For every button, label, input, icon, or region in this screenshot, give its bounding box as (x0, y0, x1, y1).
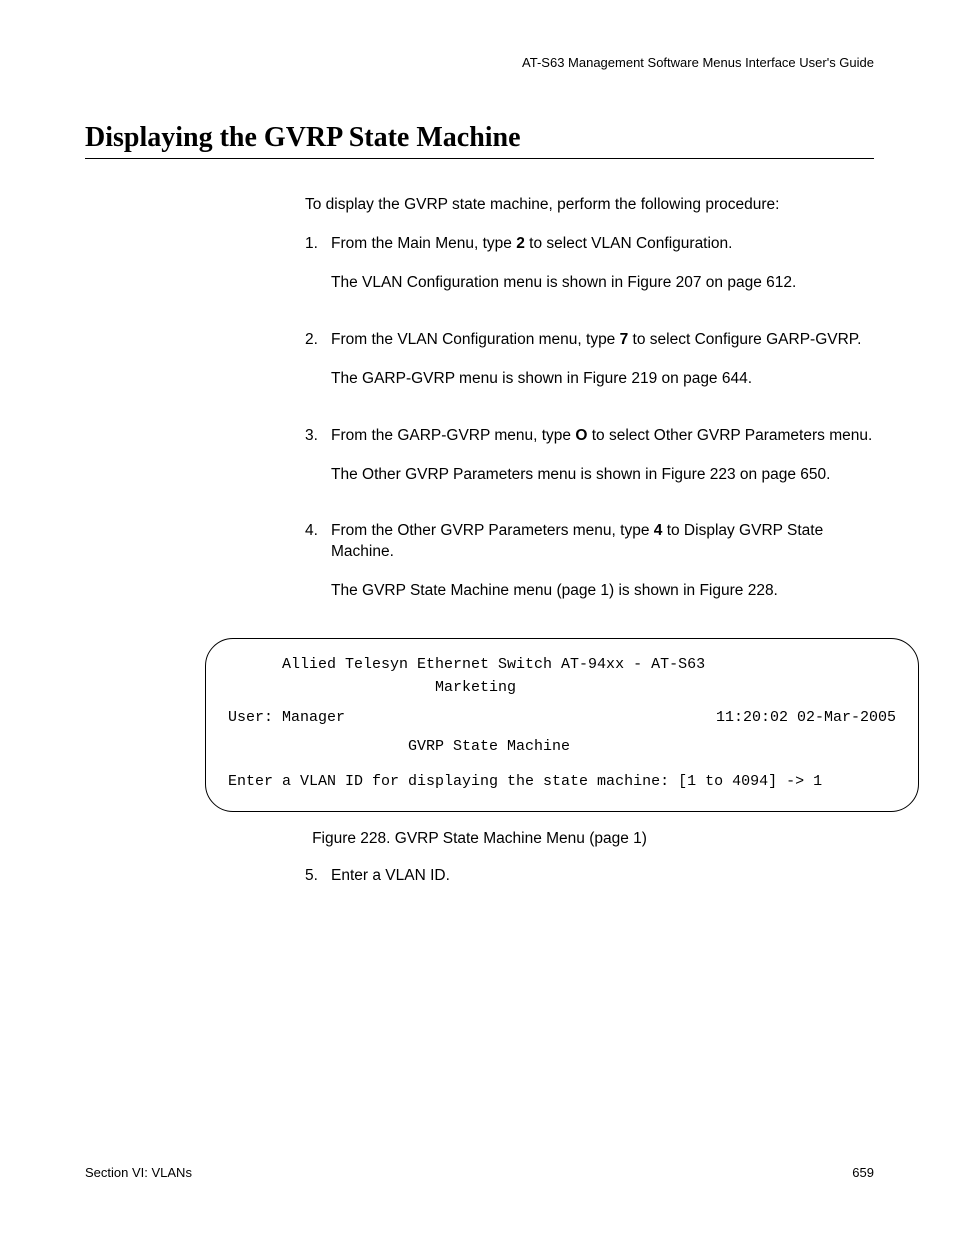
step-2: 2. From the VLAN Configuration menu, typ… (305, 330, 874, 408)
terminal-line: Marketing (228, 676, 896, 699)
step-number: 3. (305, 426, 331, 504)
footer-section: Section VI: VLANs (85, 1165, 192, 1180)
step-5: 5. Enter a VLAN ID. (305, 866, 874, 887)
step-number: 2. (305, 330, 331, 408)
step-text: From the GARP-GVRP menu, type O to selec… (331, 426, 874, 447)
section-title: Displaying the GVRP State Machine (85, 122, 874, 154)
figure-caption: Figure 228. GVRP State Machine Menu (pag… (85, 830, 874, 848)
terminal-line: Allied Telesyn Ethernet Switch AT-94xx -… (228, 653, 896, 676)
terminal-line: Enter a VLAN ID for displaying the state… (228, 770, 896, 793)
footer-page-number: 659 (852, 1165, 874, 1180)
terminal-screen: Allied Telesyn Ethernet Switch AT-94xx -… (205, 638, 919, 812)
terminal-line: GVRP State Machine (228, 735, 896, 758)
step-number: 1. (305, 234, 331, 312)
step-1: 1. From the Main Menu, type 2 to select … (305, 234, 874, 312)
step-text: From the Main Menu, type 2 to select VLA… (331, 234, 874, 255)
terminal-figure: Allied Telesyn Ethernet Switch AT-94xx -… (205, 638, 919, 812)
step-sub: The VLAN Configuration menu is shown in … (331, 273, 874, 294)
page-footer: Section VI: VLANs 659 (85, 1165, 874, 1180)
page-header: AT-S63 Management Software Menus Interfa… (85, 55, 874, 70)
terminal-line: User: Manager11:20:02 02-Mar-2005 (228, 706, 896, 729)
step-sub: The GVRP State Machine menu (page 1) is … (331, 581, 874, 602)
step-number: 5. (305, 866, 331, 887)
step-4: 4. From the Other GVRP Parameters menu, … (305, 521, 874, 620)
step-text: From the VLAN Configuration menu, type 7… (331, 330, 874, 351)
step-sub: The GARP-GVRP menu is shown in Figure 21… (331, 369, 874, 390)
intro-paragraph: To display the GVRP state machine, perfo… (305, 195, 874, 216)
title-rule (85, 158, 874, 159)
body-content-after: 5. Enter a VLAN ID. (305, 866, 874, 887)
body-content: To display the GVRP state machine, perfo… (305, 195, 874, 620)
step-text: Enter a VLAN ID. (331, 866, 874, 887)
step-number: 4. (305, 521, 331, 620)
step-text: From the Other GVRP Parameters menu, typ… (331, 521, 874, 563)
step-3: 3. From the GARP-GVRP menu, type O to se… (305, 426, 874, 504)
step-sub: The Other GVRP Parameters menu is shown … (331, 465, 874, 486)
